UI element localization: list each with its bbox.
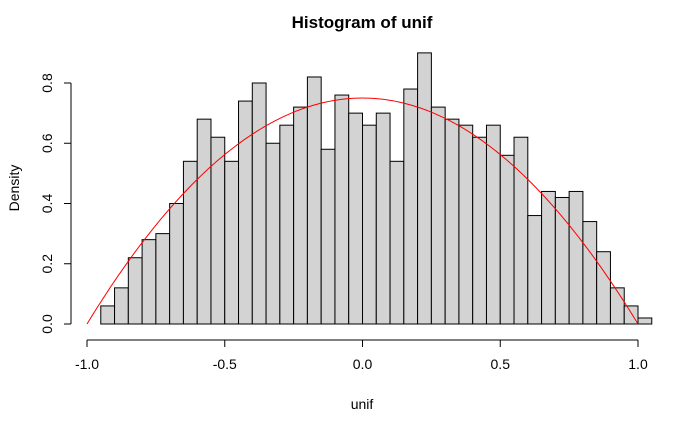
histogram-bar — [196, 118, 212, 325]
y-tick-label: 0.2 — [39, 254, 55, 274]
y-tick-label: 0.4 — [39, 194, 55, 214]
x-axis: -1.0 -0.5 0.0 0.5 1.0 — [75, 339, 648, 372]
histogram-bar — [541, 190, 556, 325]
density-curve-layer — [86, 97, 639, 325]
histogram-bar — [306, 76, 322, 325]
histogram-bar — [362, 124, 377, 325]
histogram-bar — [293, 106, 308, 325]
histogram-bar — [430, 106, 446, 325]
histogram-bar — [169, 203, 184, 325]
histogram-bar — [127, 257, 143, 325]
y-axis: 0.0 0.2 0.4 0.6 0.8 — [39, 73, 72, 334]
histogram-bar — [389, 160, 405, 325]
histogram-bar — [375, 112, 391, 325]
histogram-bar — [265, 142, 281, 325]
chart-title: Histogram of unif — [292, 13, 433, 32]
y-tick-label: 0.8 — [39, 73, 55, 93]
x-tick-label: 0.5 — [491, 356, 511, 372]
histogram-bar — [472, 136, 487, 325]
histogram-bar — [348, 112, 364, 325]
y-tick-label: 0.6 — [39, 133, 55, 153]
histogram-bar — [444, 118, 460, 325]
x-tick-label: -1.0 — [75, 356, 99, 372]
histogram-bar — [403, 88, 419, 325]
histogram-bars — [100, 52, 653, 325]
histogram-bar — [334, 94, 350, 325]
histogram-bar — [568, 190, 584, 325]
x-axis-label: unif — [351, 396, 374, 412]
histogram-bar — [458, 124, 474, 325]
histogram-bar — [320, 148, 336, 325]
histogram-bar — [251, 82, 267, 325]
histogram-bar — [210, 136, 226, 325]
histogram-bar — [155, 233, 171, 325]
histogram-bar — [582, 221, 598, 325]
y-axis-label: Density — [6, 165, 22, 212]
histogram-bar — [224, 160, 240, 325]
density-curve — [86, 97, 639, 325]
y-tick-label: 0.0 — [39, 314, 55, 334]
histogram-bar — [279, 124, 295, 325]
histogram-bar — [499, 154, 515, 325]
histogram-bar — [637, 317, 653, 325]
x-tick-label: 0.0 — [353, 356, 373, 372]
histogram-bar — [609, 287, 625, 325]
x-tick-label: 1.0 — [628, 356, 648, 372]
histogram-bar — [485, 124, 501, 325]
histogram-bar — [513, 136, 529, 325]
histogram-bar — [596, 251, 611, 325]
histogram-bar — [141, 239, 157, 325]
histogram-bar — [100, 305, 116, 325]
x-tick-label: -0.5 — [213, 356, 237, 372]
histogram-bar — [238, 100, 253, 325]
histogram-bar — [114, 287, 129, 325]
histogram-bar — [417, 52, 432, 325]
histogram-bar — [527, 215, 543, 325]
histogram-bar — [623, 305, 639, 325]
